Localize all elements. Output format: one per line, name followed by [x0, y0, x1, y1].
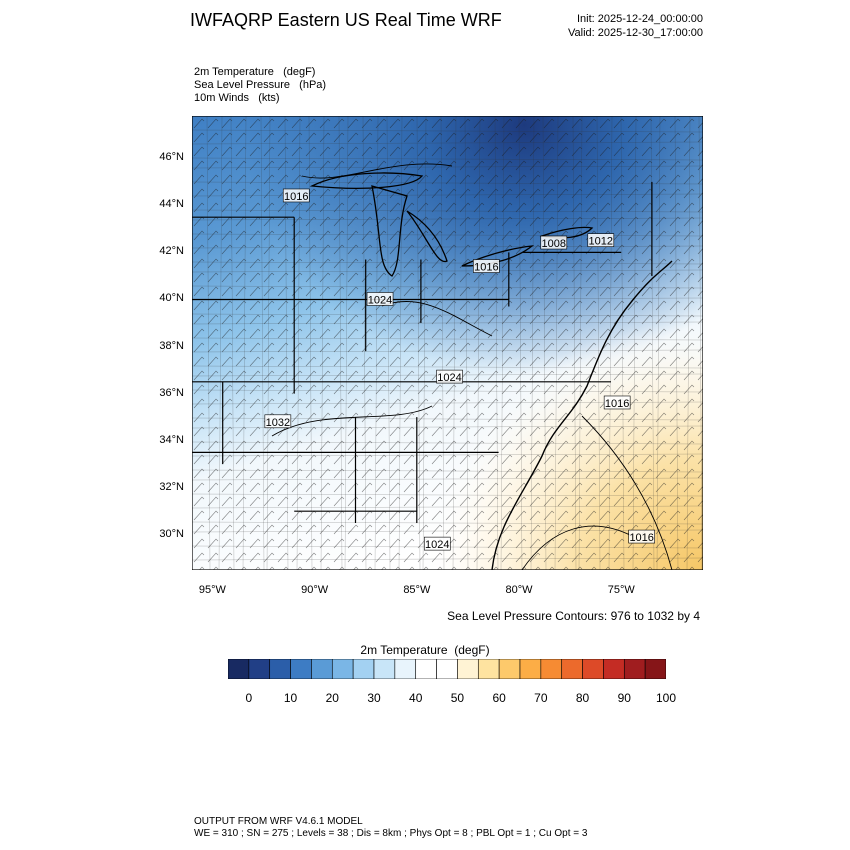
- lat-tick-label: 34°N: [159, 433, 184, 446]
- state-boundaries: [192, 181, 653, 523]
- colorbar-label: 90: [617, 691, 631, 705]
- colorbar-swatch: [228, 659, 250, 679]
- colorbar-swatch: [540, 659, 563, 679]
- lon-tick-label: 90°W: [301, 584, 329, 596]
- pressure-label-box: [587, 233, 615, 247]
- lon-tick-label: 80°W: [505, 584, 533, 596]
- pressure-label-box: [436, 369, 463, 384]
- colorbar-swatch: [415, 659, 437, 679]
- field-label-pressure: Sea Level Pressure (hPa): [194, 79, 327, 91]
- pressure-label: 1024: [425, 539, 449, 551]
- lat-tick-label: 46°N: [159, 151, 184, 164]
- lat-tick-label: 44°N: [159, 198, 184, 211]
- colorbar-swatch: [582, 659, 604, 679]
- pressure-label-box: [628, 529, 655, 544]
- colorbar-label: 10: [283, 691, 298, 705]
- colorbar-swatch: [457, 659, 479, 679]
- colorbar-title: 2m Temperature (degF): [360, 643, 490, 657]
- colorbar-swatch: [603, 659, 625, 679]
- colorbar-label: 70: [534, 691, 548, 705]
- colorbar-swatch: [436, 659, 458, 679]
- colorbar-swatch: [331, 659, 354, 679]
- colorbar-swatch: [352, 659, 375, 679]
- field-label-winds: 10m Winds (kts): [194, 92, 280, 104]
- contour-note: Sea Level Pressure Contours: 976 to 1032…: [447, 609, 700, 623]
- colorbar-swatch: [394, 659, 417, 679]
- page-title: IWFAQRP Eastern US Real Time WRF: [190, 10, 502, 30]
- colorbar-label: 40: [409, 691, 423, 705]
- valid-time: Valid: 2025-12-30_17:00:00: [568, 27, 703, 39]
- pressure-label-box: [282, 188, 310, 203]
- lat-tick-label: 38°N: [159, 339, 184, 352]
- great-lakes: [309, 172, 594, 277]
- colorbar-swatch: [269, 659, 291, 679]
- colorbar-label: 50: [450, 691, 465, 705]
- wind-barbs: [192, 116, 703, 570]
- colorbar-label: 100: [655, 691, 677, 705]
- colorbar-label: 80: [575, 691, 590, 705]
- pressure-label: 1016: [474, 262, 498, 274]
- footer-config: WE = 310 ; SN = 275 ; Levels = 38 ; Dis …: [194, 828, 588, 839]
- pressure-label-box: [603, 395, 631, 410]
- colorbar: [228, 659, 666, 679]
- lat-tick-label: 32°N: [159, 480, 184, 493]
- colorbar-swatch: [311, 659, 333, 679]
- pressure-label: 1016: [284, 191, 308, 203]
- colorbar-label: 30: [367, 691, 381, 705]
- colorbar-swatch: [561, 659, 583, 679]
- pressure-label: 1024: [437, 372, 461, 384]
- pressure-label: 1032: [266, 417, 290, 429]
- lon-tick-label: 85°W: [403, 584, 431, 596]
- pressure-label-box: [473, 259, 500, 273]
- lat-tick-label: 42°N: [159, 245, 184, 258]
- init-time: Init: 2025-12-24_00:00:00: [577, 13, 703, 25]
- footer-model: OUTPUT FROM WRF V4.6.1 MODEL: [194, 816, 363, 827]
- pressure-label-box: [540, 235, 568, 250]
- colorbar-swatch: [623, 659, 646, 679]
- pressure-label: 1008: [542, 238, 566, 250]
- lat-tick-label: 30°N: [159, 527, 184, 540]
- colorbar-swatch: [248, 659, 271, 679]
- lon-tick-label: 75°W: [607, 584, 635, 596]
- lon-tick-label: 95°W: [198, 584, 226, 596]
- colorbar-swatch: [644, 659, 666, 679]
- pressure-labels: 1016 1008 1012 1016 1024 1024 1032 1016 1024 1016: [264, 188, 655, 551]
- pressure-label: 1016: [605, 398, 629, 410]
- colorbar-label: 0: [245, 691, 253, 705]
- colorbar-swatch: [290, 659, 312, 679]
- pressure-label: 1024: [368, 294, 392, 306]
- colorbar-swatch: [519, 659, 542, 679]
- pressure-label: 1012: [589, 236, 613, 248]
- pressure-label: 1016: [629, 532, 653, 544]
- lat-tick-label: 40°N: [159, 292, 184, 305]
- colorbar-label: 20: [325, 691, 339, 705]
- colorbar-swatch: [498, 659, 521, 679]
- lat-tick-label: 36°N: [159, 386, 184, 399]
- weather-map: 1016 1008 1012 1016 1024 1024 1032 1016 1024 1016: [192, 116, 703, 570]
- field-label-temperature: 2m Temperature (degF): [194, 66, 316, 78]
- pressure-label-box: [366, 292, 394, 306]
- colorbar-swatch: [373, 659, 396, 679]
- coastline: [491, 260, 673, 570]
- pressure-label-box: [423, 536, 451, 551]
- pressure-label-box: [264, 414, 292, 429]
- colorbar-label: 60: [492, 691, 506, 705]
- colorbar-swatch: [477, 659, 500, 679]
